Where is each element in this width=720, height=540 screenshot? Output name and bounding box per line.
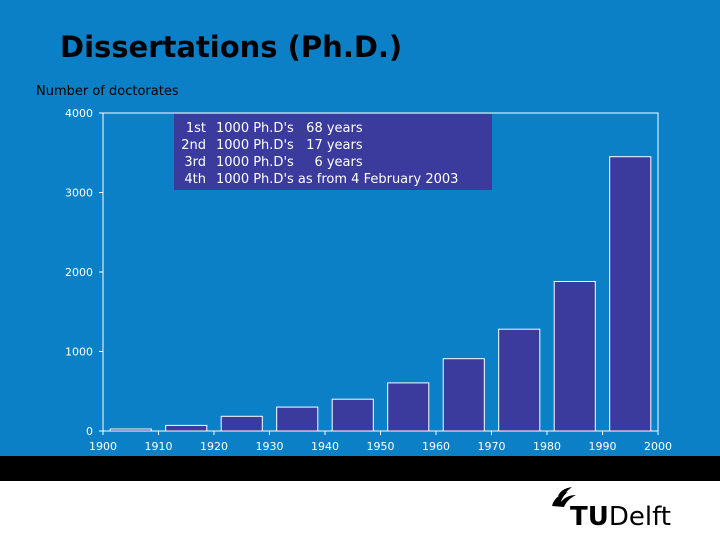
y-tick-label: 2000 [65, 266, 93, 279]
annotation-rank: 2nd [181, 138, 206, 153]
x-tick-label: 1900 [89, 440, 117, 453]
bar-1900 [109, 428, 152, 432]
annotation-text: 1000 Ph.D's 68 years [216, 121, 363, 136]
flame-icon [552, 487, 576, 507]
x-tick-label: 1980 [533, 440, 561, 453]
y-tick-label: 1000 [65, 346, 93, 359]
x-tick-label: 1940 [311, 440, 339, 453]
bar-1940 [331, 398, 374, 432]
x-tick-label: 1950 [367, 440, 395, 453]
bar-1960 [442, 358, 485, 432]
annotation-text: 1000 Ph.D's as from 4 February 2003 [216, 172, 458, 187]
x-tick-label: 1990 [589, 440, 617, 453]
x-tick-label: 1930 [256, 440, 284, 453]
annotation-box [174, 114, 492, 190]
bar-1920 [220, 415, 263, 432]
bar-1910 [165, 424, 208, 432]
x-tick-label: 1960 [422, 440, 450, 453]
y-tick-label: 4000 [65, 107, 93, 120]
y-tick-label: 0 [86, 425, 93, 438]
y-tick-label: 3000 [65, 187, 93, 200]
logo-text: TUDelft [570, 502, 671, 532]
footer-band [0, 456, 720, 481]
annotation-rank: 3rd [184, 155, 206, 170]
y-axis-label: Number of doctorates [36, 84, 179, 99]
page-title: Dissertations (Ph.D.) [60, 30, 403, 64]
annotation-text: 1000 Ph.D's 17 years [216, 138, 363, 153]
bar-1990 [609, 156, 652, 432]
bar-chart: 0 1000 2000 3000 4000 1900 1910 1920 1930 1940 19… [65, 107, 672, 453]
bar-1970 [498, 328, 541, 432]
bar-1980 [553, 281, 596, 432]
x-tick-label: 1910 [145, 440, 173, 453]
bar-1930 [276, 406, 319, 432]
bar-1950 [387, 382, 430, 432]
x-tick-label: 2000 [644, 440, 672, 453]
x-tick-label: 1920 [200, 440, 228, 453]
tu-delft-logo: TUDelft [548, 486, 671, 532]
annotation-rank: 1st [186, 121, 206, 136]
annotation-text: 1000 Ph.D's 6 years [216, 155, 363, 170]
annotation-rank: 4th [184, 172, 206, 187]
x-tick-label: 1970 [478, 440, 506, 453]
